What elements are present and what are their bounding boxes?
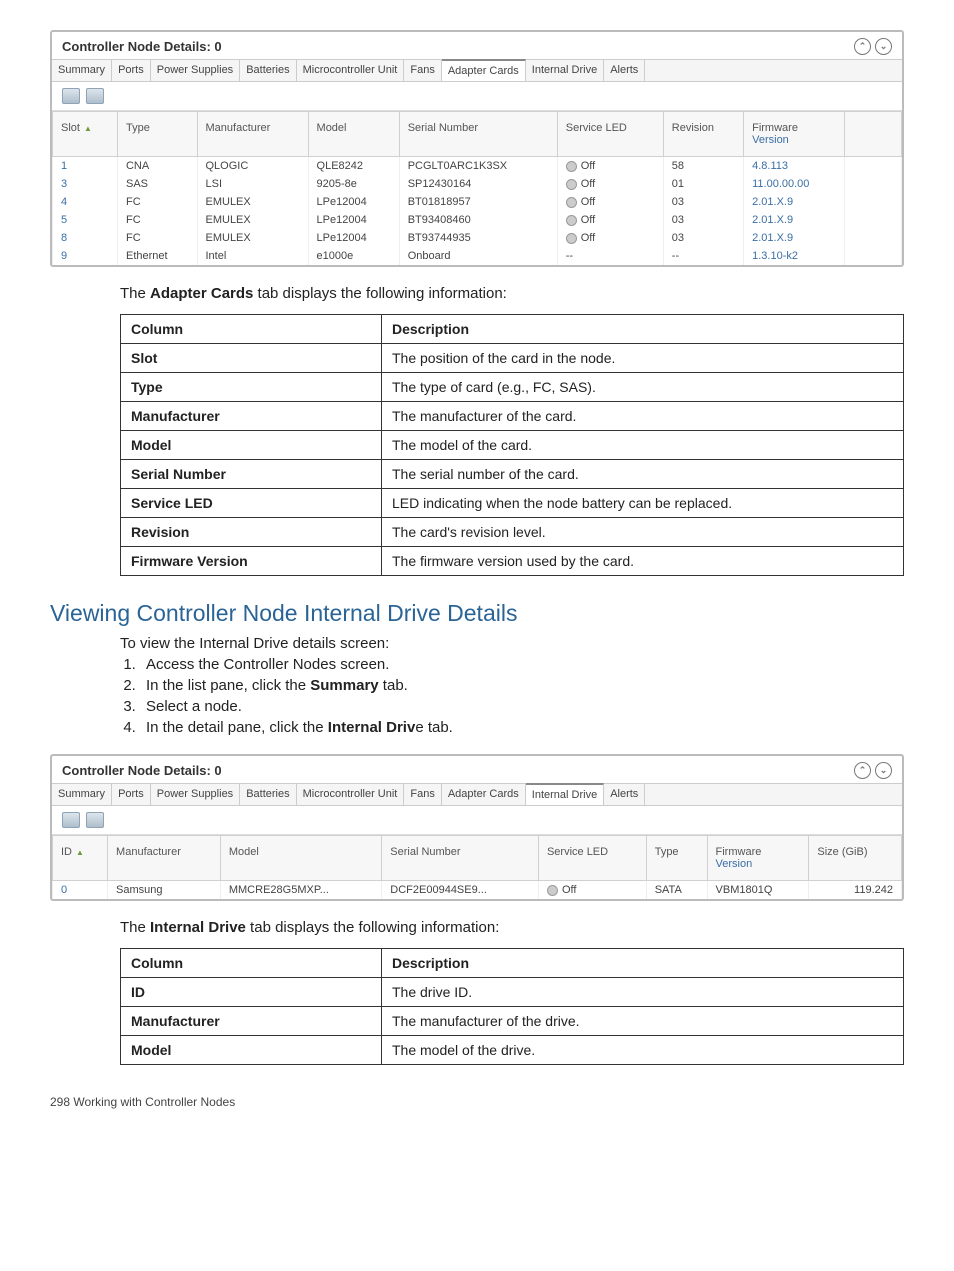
internal-drive-panel: Controller Node Details: 0 ⌃ ⌄ SummaryPo… xyxy=(50,754,904,901)
col-header[interactable]: Model xyxy=(308,112,399,157)
tab-adapter-cards[interactable]: Adapter Cards xyxy=(442,59,526,81)
toolbar-icon-2[interactable] xyxy=(86,812,104,828)
desc-value: The drive ID. xyxy=(382,978,904,1007)
desc-value: The model of the drive. xyxy=(382,1036,904,1065)
steps-list: Access the Controller Nodes screen. In th… xyxy=(140,656,904,736)
tab-microcontroller-unit[interactable]: Microcontroller Unit xyxy=(297,784,405,805)
col-header[interactable]: Revision xyxy=(663,112,743,157)
tab-power-supplies[interactable]: Power Supplies xyxy=(151,60,240,81)
tab-microcontroller-unit[interactable]: Microcontroller Unit xyxy=(297,60,405,81)
toolbar-icon-1[interactable] xyxy=(62,88,80,104)
desc-value: The card's revision level. xyxy=(382,518,904,547)
tab-summary[interactable]: Summary xyxy=(52,784,112,805)
desc-key: Manufacturer xyxy=(121,402,382,431)
panel-title: Controller Node Details: 0 xyxy=(62,763,222,778)
table-row[interactable]: 1CNAQLOGICQLE8242PCGLT0ARC1K3SXOff584.8.… xyxy=(53,157,902,176)
internal-drive-grid: IDManufacturerModelSerial NumberService … xyxy=(52,835,902,899)
desc-value: LED indicating when the node battery can… xyxy=(382,489,904,518)
desc-value: The manufacturer of the drive. xyxy=(382,1007,904,1036)
step-item: In the detail pane, click the Internal D… xyxy=(140,719,904,736)
desc-key: ID xyxy=(121,978,382,1007)
desc-value: The model of the card. xyxy=(382,431,904,460)
tab-fans[interactable]: Fans xyxy=(404,784,441,805)
tabs-bar: SummaryPortsPower SuppliesBatteriesMicro… xyxy=(52,783,902,806)
toolbar-icon-2[interactable] xyxy=(86,88,104,104)
table-row[interactable]: 8FCEMULEXLPe12004BT93744935Off032.01.X.9 xyxy=(53,229,902,247)
tab-summary[interactable]: Summary xyxy=(52,60,112,81)
col-header[interactable]: Serial Number xyxy=(399,112,557,157)
collapse-down-icon[interactable]: ⌄ xyxy=(875,762,892,779)
desc-key: Service LED xyxy=(121,489,382,518)
table-row[interactable]: 4FCEMULEXLPe12004BT01818957Off032.01.X.9 xyxy=(53,193,902,211)
tab-batteries[interactable]: Batteries xyxy=(240,60,296,81)
col-header[interactable]: Service LED xyxy=(557,112,663,157)
desc-key: Model xyxy=(121,1036,382,1065)
desc-key: Type xyxy=(121,373,382,402)
col-header[interactable]: FirmwareVersion xyxy=(707,836,809,881)
col-header[interactable]: Manufacturer xyxy=(197,112,308,157)
col-header[interactable]: Manufacturer xyxy=(108,836,221,881)
desc-col-header: Description xyxy=(382,315,904,344)
table-row[interactable]: 0SamsungMMCRE28G5MXP...DCF2E00944SE9...O… xyxy=(53,881,902,900)
intro-text-1: The Adapter Cards tab displays the follo… xyxy=(120,285,904,302)
desc-key: Manufacturer xyxy=(121,1007,382,1036)
toolbar xyxy=(52,82,902,111)
tab-alerts[interactable]: Alerts xyxy=(604,784,645,805)
desc-key: Model xyxy=(121,431,382,460)
page-footer: 298 Working with Controller Nodes xyxy=(50,1095,904,1109)
tab-internal-drive[interactable]: Internal Drive xyxy=(526,783,604,805)
drive-desc-table: Column Description IDThe drive ID.Manufa… xyxy=(120,948,904,1065)
tab-batteries[interactable]: Batteries xyxy=(240,784,296,805)
table-row[interactable]: 3SASLSI9205-8eSP12430164Off0111.00.00.00 xyxy=(53,175,902,193)
desc-key: Revision xyxy=(121,518,382,547)
tab-alerts[interactable]: Alerts xyxy=(604,60,645,81)
adapter-desc-table: Column Description SlotThe position of t… xyxy=(120,314,904,576)
col-header[interactable]: Service LED xyxy=(538,836,646,881)
desc-key: Firmware Version xyxy=(121,547,382,576)
section-heading: Viewing Controller Node Internal Drive D… xyxy=(50,600,904,627)
tab-power-supplies[interactable]: Power Supplies xyxy=(151,784,240,805)
toolbar xyxy=(52,806,902,835)
collapse-up-icon[interactable]: ⌃ xyxy=(854,38,871,55)
col-header[interactable]: Type xyxy=(117,112,197,157)
desc-value: The serial number of the card. xyxy=(382,460,904,489)
tabs-bar: SummaryPortsPower SuppliesBatteriesMicro… xyxy=(52,59,902,82)
step-item: In the list pane, click the Summary tab. xyxy=(140,677,904,694)
intro-text-3: The Internal Drive tab displays the foll… xyxy=(120,919,904,936)
table-row[interactable]: 5FCEMULEXLPe12004BT93408460Off032.01.X.9 xyxy=(53,211,902,229)
desc-key: Slot xyxy=(121,344,382,373)
step-item: Access the Controller Nodes screen. xyxy=(140,656,904,673)
tab-fans[interactable]: Fans xyxy=(404,60,441,81)
col-header[interactable]: Type xyxy=(646,836,707,881)
desc-value: The manufacturer of the card. xyxy=(382,402,904,431)
step-item: Select a node. xyxy=(140,698,904,715)
desc-col-header: Column xyxy=(121,949,382,978)
adapter-cards-grid: SlotTypeManufacturerModelSerial NumberSe… xyxy=(52,111,902,265)
tab-adapter-cards[interactable]: Adapter Cards xyxy=(442,784,526,805)
desc-key: Serial Number xyxy=(121,460,382,489)
tab-internal-drive[interactable]: Internal Drive xyxy=(526,60,604,81)
desc-value: The firmware version used by the card. xyxy=(382,547,904,576)
col-header[interactable]: Model xyxy=(220,836,381,881)
col-header[interactable]: Slot xyxy=(53,112,118,157)
toolbar-icon-1[interactable] xyxy=(62,812,80,828)
adapter-cards-panel: Controller Node Details: 0 ⌃ ⌄ SummaryPo… xyxy=(50,30,904,267)
desc-value: The position of the card in the node. xyxy=(382,344,904,373)
desc-col-header: Description xyxy=(382,949,904,978)
panel-title: Controller Node Details: 0 xyxy=(62,39,222,54)
collapse-up-icon[interactable]: ⌃ xyxy=(854,762,871,779)
col-header[interactable]: Serial Number xyxy=(382,836,539,881)
col-header[interactable]: Size (GiB) xyxy=(809,836,902,881)
collapse-down-icon[interactable]: ⌄ xyxy=(875,38,892,55)
tab-ports[interactable]: Ports xyxy=(112,60,151,81)
table-row[interactable]: 9EthernetIntele1000eOnboard----1.3.10-k2 xyxy=(53,247,902,265)
col-header[interactable]: FirmwareVersion xyxy=(744,112,845,157)
desc-value: The type of card (e.g., FC, SAS). xyxy=(382,373,904,402)
intro-text-2: To view the Internal Drive details scree… xyxy=(120,635,904,652)
desc-col-header: Column xyxy=(121,315,382,344)
tab-ports[interactable]: Ports xyxy=(112,784,151,805)
col-header[interactable]: ID xyxy=(53,836,108,881)
